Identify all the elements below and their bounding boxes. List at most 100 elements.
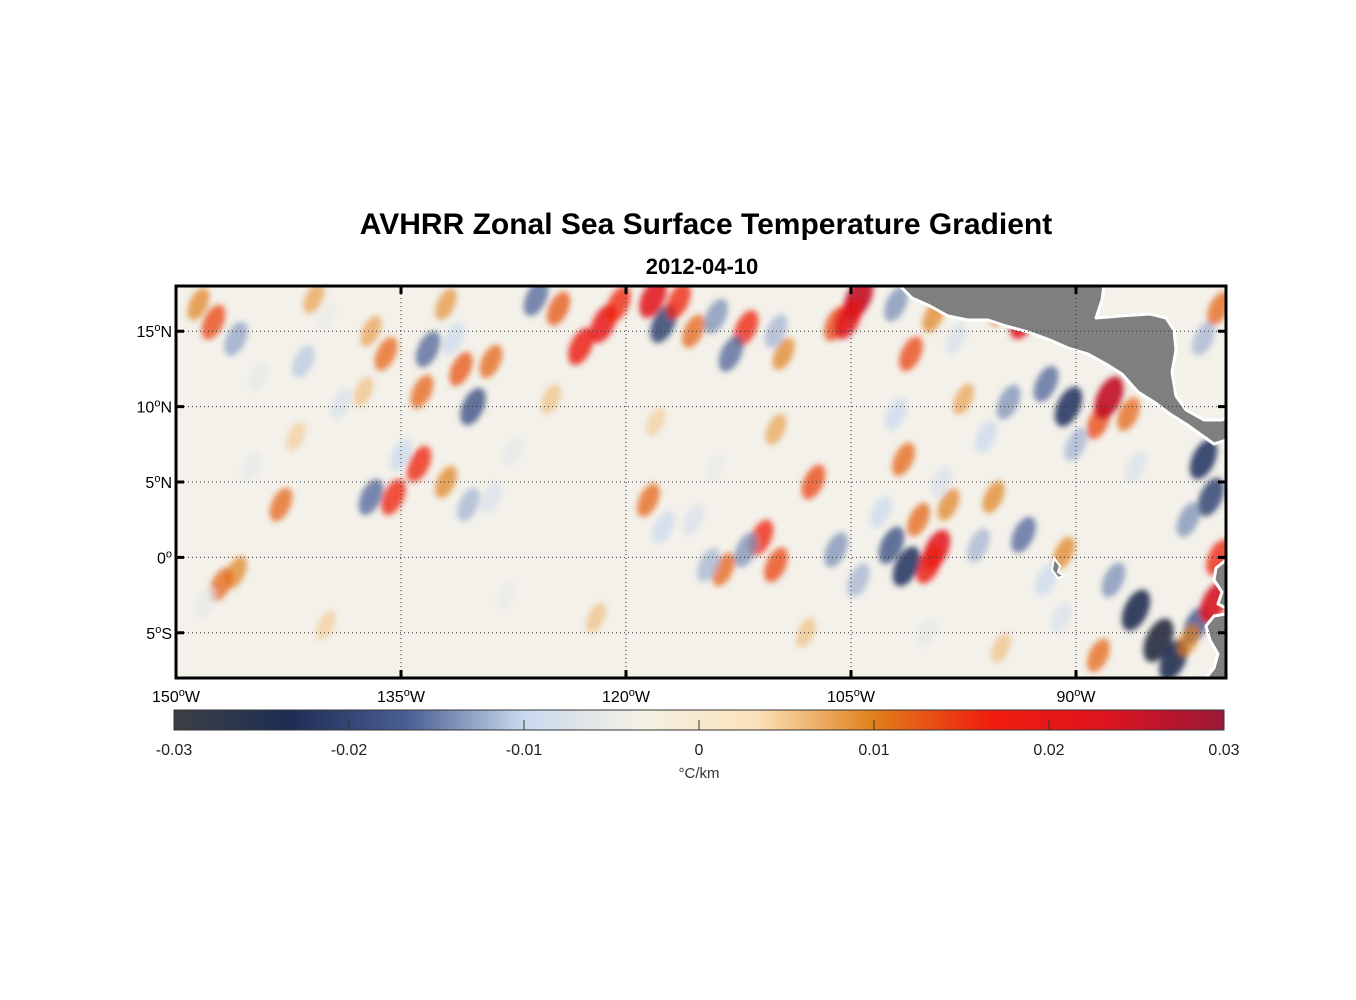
lat-tick-label: 10oN	[137, 398, 172, 417]
gradient-anomaly	[353, 376, 374, 407]
gradient-anomaly	[1189, 439, 1218, 480]
gradient-anomaly	[996, 384, 1021, 420]
gradient-anomaly	[449, 351, 473, 387]
gradient-anomaly	[1087, 638, 1110, 673]
gradient-anomaly	[937, 488, 960, 521]
gradient-anomaly	[286, 422, 306, 452]
gradient-anomaly	[195, 587, 217, 618]
lon-tick-label: 105oW	[827, 687, 876, 706]
gradient-anomaly	[706, 452, 726, 482]
gradient-anomaly	[878, 526, 905, 564]
lat-tick-label: 15oN	[137, 322, 172, 341]
gradient-anomaly	[410, 374, 434, 409]
colorbar: -0.03 -0.02 -0.01 0 0.01 0.02 0.03 °C/km	[156, 709, 1240, 782]
gradient-anomaly	[381, 479, 406, 516]
colorbar-tick-label: 0	[695, 742, 704, 759]
gradient-anomaly	[435, 465, 457, 499]
gradient-anomaly	[884, 286, 908, 322]
gradient-anomaly	[734, 532, 758, 568]
gradient-anomaly	[666, 286, 691, 320]
map-panel: 15oN 10oN 5oN 0o 5oS 150oW 135oW 120oW 105oW 90o…	[137, 284, 1228, 706]
gradient-anomaly	[704, 298, 728, 334]
gradient-anomaly	[718, 335, 744, 372]
gradient-anomaly	[201, 304, 226, 340]
gradient-anomaly	[435, 288, 457, 320]
gradient-anomaly	[907, 502, 930, 537]
gradient-anomaly	[945, 323, 967, 355]
lon-tick-label: 135oW	[377, 687, 426, 706]
gradient-anomaly	[606, 286, 631, 323]
gradient-anomaly	[1053, 536, 1075, 570]
gradient-field	[187, 286, 1226, 678]
gradient-anomaly	[1207, 291, 1226, 326]
lon-tick-label: 90oW	[1056, 687, 1096, 706]
gradient-anomaly	[646, 407, 666, 437]
gradient-anomaly	[1033, 365, 1059, 403]
lon-tick-label: 120oW	[602, 687, 651, 706]
longitude-ticks: 150oW 135oW 120oW 105oW 90oW	[152, 286, 1096, 706]
gradient-anomaly	[824, 532, 848, 568]
gradient-anomaly	[990, 632, 1012, 663]
gradient-anomaly	[330, 388, 352, 420]
gradient-anomaly	[870, 495, 892, 529]
gradient-anomaly	[415, 331, 441, 368]
gradient-anomaly	[480, 481, 502, 513]
gradient-anomaly	[374, 337, 398, 371]
gradient-anomaly	[479, 344, 503, 379]
gradient-anomaly	[1064, 427, 1088, 462]
gradient-anomaly	[406, 445, 432, 482]
lat-tick-label: 5oS	[146, 624, 172, 643]
gradient-anomaly	[801, 464, 826, 500]
gradient-anomaly	[292, 344, 315, 378]
gradient-anomaly	[682, 314, 705, 349]
gradient-anomaly	[303, 286, 325, 314]
gradient-anomaly	[240, 452, 262, 482]
gradient-anomaly	[1121, 589, 1151, 631]
colorbar-unit-label: °C/km	[679, 765, 720, 782]
gradient-anomaly	[697, 548, 720, 582]
chart-subtitle: 2012-04-10	[646, 254, 759, 279]
gradient-anomaly	[358, 479, 384, 516]
gradient-anomaly	[652, 511, 675, 544]
gradient-anomaly	[885, 397, 907, 431]
gradient-anomaly	[546, 291, 571, 326]
gradient-anomaly	[765, 413, 787, 445]
gradient-anomaly	[682, 504, 705, 536]
gradient-anomaly	[637, 483, 660, 517]
gradient-anomaly	[1011, 516, 1036, 553]
gradient-anomaly	[1192, 321, 1215, 356]
gradient-anomaly	[1125, 451, 1147, 483]
gradient-anomaly	[967, 528, 990, 563]
gradient-anomaly	[1094, 376, 1124, 419]
gradient-anomaly	[187, 287, 210, 321]
gradient-anomaly	[847, 563, 870, 597]
chart-title: AVHRR Zonal Sea Surface Temperature Grad…	[360, 208, 1052, 241]
gradient-anomaly	[1101, 562, 1126, 598]
gradient-anomaly	[795, 617, 817, 648]
colorbar-tick-label: 0.02	[1033, 742, 1064, 759]
colorbar-ticks: -0.03 -0.02 -0.01 0 0.01 0.02 0.03	[156, 720, 1240, 759]
gradient-anomaly	[1197, 477, 1225, 517]
colorbar-tick-label: 0.01	[858, 742, 889, 759]
gradient-anomaly	[1176, 502, 1201, 538]
gradient-anomaly	[916, 546, 942, 584]
gradient-anomaly	[834, 299, 862, 340]
gradient-anomaly	[1117, 397, 1140, 431]
gradient-anomaly	[442, 322, 465, 355]
land-masses	[898, 286, 1226, 678]
gradient-anomaly	[915, 617, 937, 648]
gradient-anomaly	[503, 436, 524, 467]
gradient-anomaly	[224, 321, 248, 356]
gradient-anomaly	[1035, 563, 1057, 597]
gradient-anomaly	[1050, 602, 1072, 634]
gradient-anomaly	[585, 602, 607, 633]
gradient-anomaly	[764, 547, 788, 583]
lat-tick-label: 0o	[157, 548, 172, 567]
gradient-anomaly	[496, 580, 516, 610]
central-america-land	[898, 286, 1226, 446]
gradient-anomaly	[899, 336, 923, 372]
lat-tick-label: 5oN	[145, 473, 172, 492]
gradient-anomaly	[316, 610, 336, 640]
south-america-land	[1204, 558, 1226, 678]
